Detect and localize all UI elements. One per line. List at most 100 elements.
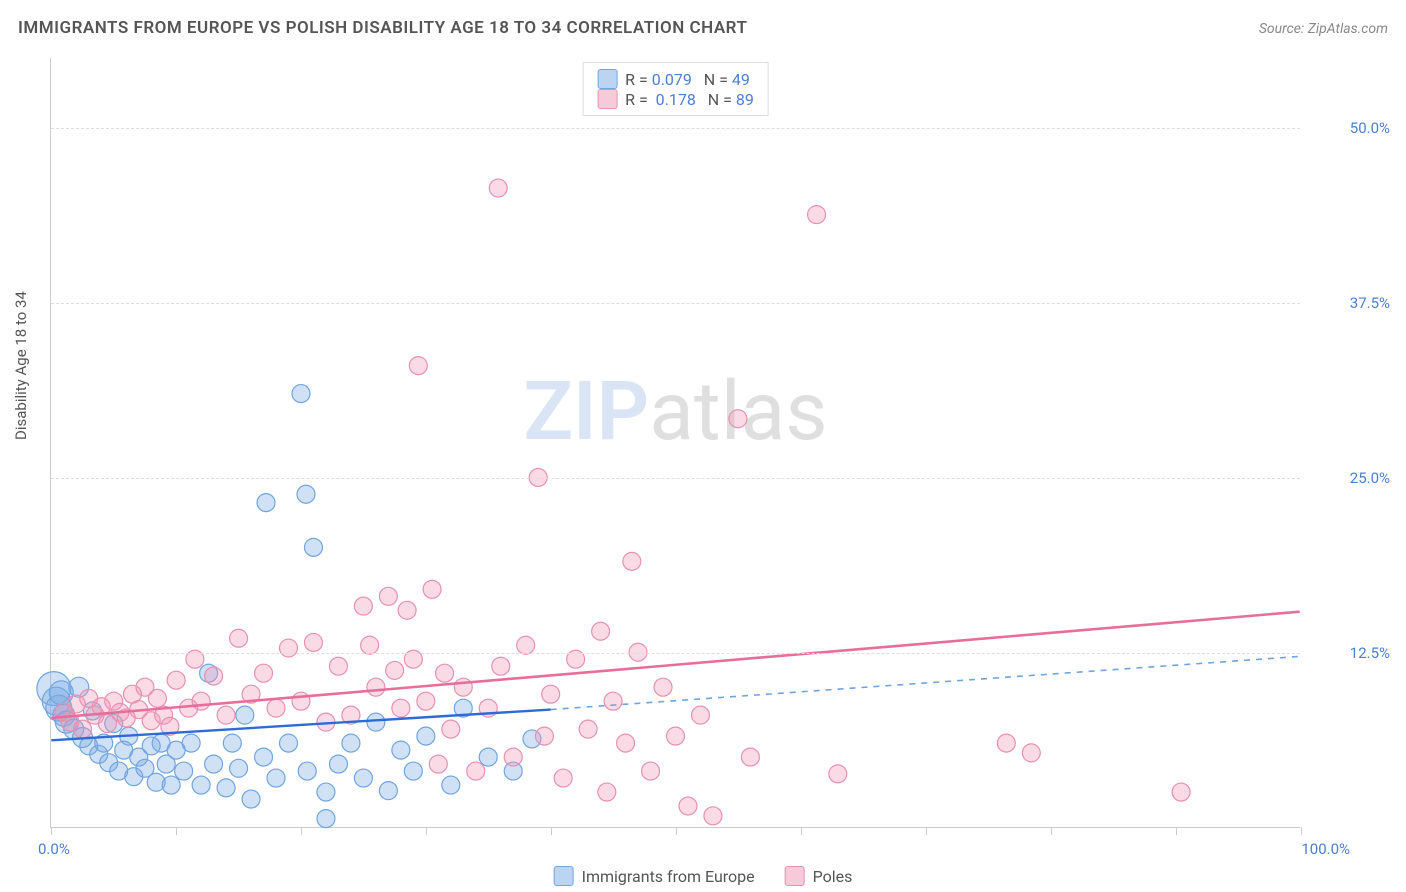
legend-correlation-row: R = 0.178 N = 89	[597, 89, 754, 109]
data-point	[317, 810, 335, 828]
data-point	[230, 629, 248, 647]
data-point	[679, 797, 697, 815]
data-point	[354, 769, 372, 787]
data-point	[436, 664, 454, 682]
data-point	[255, 748, 273, 766]
data-point	[442, 720, 460, 738]
x-tick	[301, 827, 302, 835]
data-point	[175, 762, 193, 780]
data-point	[217, 779, 235, 797]
data-point	[329, 755, 347, 773]
data-point	[386, 661, 404, 679]
data-point	[808, 206, 826, 224]
gridline	[51, 303, 1300, 304]
data-point	[329, 657, 347, 675]
data-point	[205, 667, 223, 685]
data-point	[182, 734, 200, 752]
data-point	[304, 633, 322, 651]
source-label: Source: ZipAtlas.com	[1259, 21, 1388, 37]
plot-area: ZIPatlas R = 0.079 N = 49R = 0.178 N = 8…	[50, 58, 1300, 828]
data-point	[162, 776, 180, 794]
data-point	[604, 692, 622, 710]
data-point	[579, 720, 597, 738]
data-point	[257, 494, 275, 512]
data-point	[617, 734, 635, 752]
x-tick	[1051, 827, 1052, 835]
data-point	[592, 622, 610, 640]
y-tick-label: 37.5%	[1310, 294, 1390, 312]
data-point	[192, 776, 210, 794]
data-point	[297, 485, 315, 503]
x-tick	[176, 827, 177, 835]
data-point	[654, 678, 672, 696]
x-tick	[926, 827, 927, 835]
legend-correlation-text: R = 0.079 N = 49	[625, 70, 750, 89]
data-point	[554, 769, 572, 787]
data-point	[642, 762, 660, 780]
data-point	[623, 552, 641, 570]
data-point	[267, 769, 285, 787]
legend-series-item: Poles	[785, 866, 853, 886]
x-tick	[1176, 827, 1177, 835]
data-point	[317, 783, 335, 801]
data-point	[504, 748, 522, 766]
data-point	[704, 807, 722, 825]
x-tick	[1301, 827, 1302, 835]
x-tick	[551, 827, 552, 835]
x-tick	[676, 827, 677, 835]
data-point	[542, 685, 560, 703]
x-axis-min-label: 0.0%	[38, 840, 70, 858]
x-axis-max-label: 100.0%	[1301, 840, 1350, 858]
data-point	[223, 734, 241, 752]
data-point	[691, 706, 709, 724]
data-point	[280, 639, 298, 657]
data-point	[292, 385, 310, 403]
data-point	[429, 755, 447, 773]
data-point	[379, 587, 397, 605]
y-tick-label: 25.0%	[1310, 469, 1390, 487]
data-point	[354, 597, 372, 615]
x-tick	[801, 827, 802, 835]
data-point	[417, 692, 435, 710]
data-point	[479, 748, 497, 766]
data-point	[361, 636, 379, 654]
data-point	[304, 538, 322, 556]
data-point	[829, 765, 847, 783]
data-point	[535, 727, 553, 745]
data-point	[398, 601, 416, 619]
data-point	[267, 699, 285, 717]
legend-correlation-row: R = 0.079 N = 49	[597, 69, 754, 89]
legend-swatch	[554, 866, 574, 886]
data-point	[167, 671, 185, 689]
legend-series: Immigrants from Europe Poles	[554, 866, 853, 886]
legend-swatch	[597, 89, 617, 109]
legend-series-label: Immigrants from Europe	[582, 867, 755, 886]
data-point	[729, 410, 747, 428]
data-point	[217, 706, 235, 724]
data-point	[417, 727, 435, 745]
legend-swatch	[785, 866, 805, 886]
data-point	[741, 748, 759, 766]
data-point	[489, 179, 507, 197]
data-point	[230, 759, 248, 777]
x-tick	[51, 827, 52, 835]
data-point	[192, 692, 210, 710]
title-bar: IMMIGRANTS FROM EUROPE VS POLISH DISABIL…	[18, 18, 1388, 38]
data-point	[298, 762, 316, 780]
data-point	[148, 689, 166, 707]
chart-title: IMMIGRANTS FROM EUROPE VS POLISH DISABIL…	[18, 18, 747, 38]
data-point	[409, 357, 427, 375]
data-point	[242, 790, 260, 808]
data-point	[74, 720, 92, 738]
y-tick-label: 50.0%	[1310, 119, 1390, 137]
data-point	[367, 678, 385, 696]
data-point	[379, 782, 397, 800]
legend-series-item: Immigrants from Europe	[554, 866, 755, 886]
data-point	[423, 580, 441, 598]
legend-correlation-text: R = 0.178 N = 89	[625, 90, 754, 109]
data-point	[667, 727, 685, 745]
data-point	[342, 734, 360, 752]
data-point	[454, 678, 472, 696]
y-axis-label: Disability Age 18 to 34	[12, 291, 30, 440]
data-point	[1172, 783, 1190, 801]
